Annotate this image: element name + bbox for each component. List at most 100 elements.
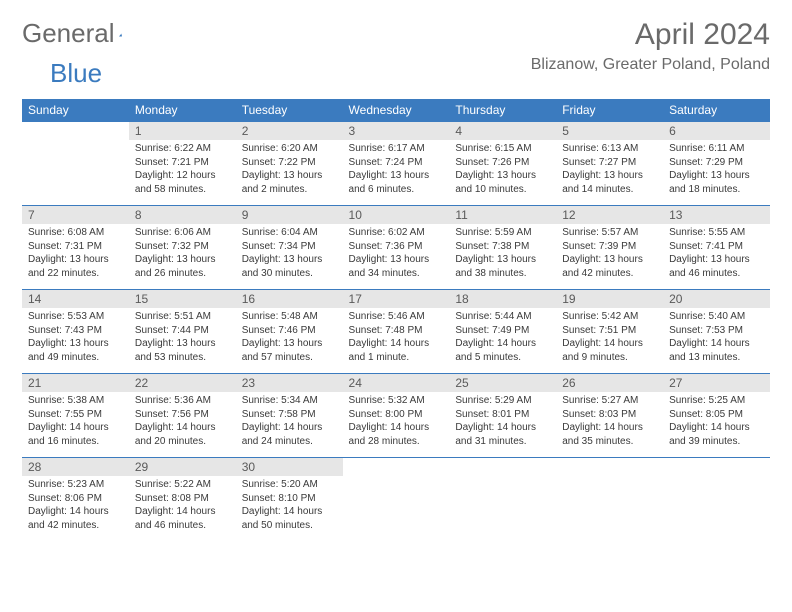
- day-cell: 8Sunrise: 6:06 AMSunset: 7:32 PMDaylight…: [129, 206, 236, 290]
- day-cell: 16Sunrise: 5:48 AMSunset: 7:46 PMDayligh…: [236, 290, 343, 374]
- day-content: Sunrise: 6:17 AMSunset: 7:24 PMDaylight:…: [343, 140, 450, 200]
- daylight-text: Daylight: 14 hours and 39 minutes.: [669, 421, 764, 448]
- daylight-text: Daylight: 13 hours and 30 minutes.: [242, 253, 337, 280]
- day-number: 28: [22, 458, 129, 476]
- sunset-text: Sunset: 7:39 PM: [562, 240, 657, 254]
- sunrise-text: Sunrise: 5:32 AM: [349, 394, 444, 408]
- day-number: 15: [129, 290, 236, 308]
- day-content: Sunrise: 5:32 AMSunset: 8:00 PMDaylight:…: [343, 392, 450, 452]
- week-row: 28Sunrise: 5:23 AMSunset: 8:06 PMDayligh…: [22, 458, 770, 542]
- sunrise-text: Sunrise: 5:51 AM: [135, 310, 230, 324]
- day-number: 19: [556, 290, 663, 308]
- daylight-text: Daylight: 12 hours and 58 minutes.: [135, 169, 230, 196]
- day-cell: 21Sunrise: 5:38 AMSunset: 7:55 PMDayligh…: [22, 374, 129, 458]
- dayname-wed: Wednesday: [343, 99, 450, 122]
- week-row: 21Sunrise: 5:38 AMSunset: 7:55 PMDayligh…: [22, 374, 770, 458]
- day-number: 4: [449, 122, 556, 140]
- sunrise-text: Sunrise: 5:34 AM: [242, 394, 337, 408]
- day-cell: 22Sunrise: 5:36 AMSunset: 7:56 PMDayligh…: [129, 374, 236, 458]
- day-number: 12: [556, 206, 663, 224]
- day-cell: 18Sunrise: 5:44 AMSunset: 7:49 PMDayligh…: [449, 290, 556, 374]
- sunset-text: Sunset: 7:55 PM: [28, 408, 123, 422]
- daylight-text: Daylight: 14 hours and 42 minutes.: [28, 505, 123, 532]
- sunset-text: Sunset: 7:38 PM: [455, 240, 550, 254]
- day-number: 30: [236, 458, 343, 476]
- day-content: Sunrise: 5:59 AMSunset: 7:38 PMDaylight:…: [449, 224, 556, 284]
- sunrise-text: Sunrise: 6:17 AM: [349, 142, 444, 156]
- day-cell: 10Sunrise: 6:02 AMSunset: 7:36 PMDayligh…: [343, 206, 450, 290]
- sunrise-text: Sunrise: 5:59 AM: [455, 226, 550, 240]
- day-cell: 23Sunrise: 5:34 AMSunset: 7:58 PMDayligh…: [236, 374, 343, 458]
- dayname-fri: Friday: [556, 99, 663, 122]
- sunrise-text: Sunrise: 6:20 AM: [242, 142, 337, 156]
- sunrise-text: Sunrise: 5:27 AM: [562, 394, 657, 408]
- day-number: 7: [22, 206, 129, 224]
- sunset-text: Sunset: 7:48 PM: [349, 324, 444, 338]
- daylight-text: Daylight: 14 hours and 5 minutes.: [455, 337, 550, 364]
- sunrise-text: Sunrise: 5:36 AM: [135, 394, 230, 408]
- sunset-text: Sunset: 7:53 PM: [669, 324, 764, 338]
- sunrise-text: Sunrise: 5:23 AM: [28, 478, 123, 492]
- day-number: 21: [22, 374, 129, 392]
- day-header-row: Sunday Monday Tuesday Wednesday Thursday…: [22, 99, 770, 122]
- daylight-text: Daylight: 13 hours and 2 minutes.: [242, 169, 337, 196]
- day-content: Sunrise: 5:23 AMSunset: 8:06 PMDaylight:…: [22, 476, 129, 536]
- location: Blizanow, Greater Poland, Poland: [531, 56, 770, 74]
- sunrise-text: Sunrise: 6:11 AM: [669, 142, 764, 156]
- title-block: April 2024 Blizanow, Greater Poland, Pol…: [531, 18, 770, 74]
- day-content: Sunrise: 5:25 AMSunset: 8:05 PMDaylight:…: [663, 392, 770, 452]
- sunset-text: Sunset: 7:36 PM: [349, 240, 444, 254]
- day-number: 10: [343, 206, 450, 224]
- daylight-text: Daylight: 13 hours and 18 minutes.: [669, 169, 764, 196]
- day-content: Sunrise: 5:44 AMSunset: 7:49 PMDaylight:…: [449, 308, 556, 368]
- sunset-text: Sunset: 7:26 PM: [455, 156, 550, 170]
- day-cell: 24Sunrise: 5:32 AMSunset: 8:00 PMDayligh…: [343, 374, 450, 458]
- daylight-text: Daylight: 13 hours and 26 minutes.: [135, 253, 230, 280]
- sunset-text: Sunset: 7:44 PM: [135, 324, 230, 338]
- day-cell: 5Sunrise: 6:13 AMSunset: 7:27 PMDaylight…: [556, 122, 663, 206]
- daylight-text: Daylight: 14 hours and 16 minutes.: [28, 421, 123, 448]
- day-cell: 3Sunrise: 6:17 AMSunset: 7:24 PMDaylight…: [343, 122, 450, 206]
- sunset-text: Sunset: 8:06 PM: [28, 492, 123, 506]
- sunrise-text: Sunrise: 5:29 AM: [455, 394, 550, 408]
- sunset-text: Sunset: 7:41 PM: [669, 240, 764, 254]
- day-cell: [556, 458, 663, 542]
- daylight-text: Daylight: 13 hours and 14 minutes.: [562, 169, 657, 196]
- day-cell: 13Sunrise: 5:55 AMSunset: 7:41 PMDayligh…: [663, 206, 770, 290]
- day-content: Sunrise: 6:15 AMSunset: 7:26 PMDaylight:…: [449, 140, 556, 200]
- month-title: April 2024: [531, 18, 770, 52]
- daylight-text: Daylight: 14 hours and 50 minutes.: [242, 505, 337, 532]
- day-cell: 28Sunrise: 5:23 AMSunset: 8:06 PMDayligh…: [22, 458, 129, 542]
- daylight-text: Daylight: 13 hours and 10 minutes.: [455, 169, 550, 196]
- sunset-text: Sunset: 7:56 PM: [135, 408, 230, 422]
- sunrise-text: Sunrise: 5:46 AM: [349, 310, 444, 324]
- day-cell: 17Sunrise: 5:46 AMSunset: 7:48 PMDayligh…: [343, 290, 450, 374]
- sunset-text: Sunset: 7:31 PM: [28, 240, 123, 254]
- sunset-text: Sunset: 7:24 PM: [349, 156, 444, 170]
- day-cell: 26Sunrise: 5:27 AMSunset: 8:03 PMDayligh…: [556, 374, 663, 458]
- day-number: 24: [343, 374, 450, 392]
- sunrise-text: Sunrise: 5:44 AM: [455, 310, 550, 324]
- logo-sail-icon: [119, 25, 122, 45]
- sunrise-text: Sunrise: 5:53 AM: [28, 310, 123, 324]
- sunset-text: Sunset: 7:27 PM: [562, 156, 657, 170]
- daylight-text: Daylight: 13 hours and 42 minutes.: [562, 253, 657, 280]
- daylight-text: Daylight: 14 hours and 46 minutes.: [135, 505, 230, 532]
- daylight-text: Daylight: 13 hours and 22 minutes.: [28, 253, 123, 280]
- sunrise-text: Sunrise: 6:22 AM: [135, 142, 230, 156]
- day-number: 23: [236, 374, 343, 392]
- day-cell: 25Sunrise: 5:29 AMSunset: 8:01 PMDayligh…: [449, 374, 556, 458]
- week-row: 1Sunrise: 6:22 AMSunset: 7:21 PMDaylight…: [22, 122, 770, 206]
- dayname-sat: Saturday: [663, 99, 770, 122]
- day-cell: [343, 458, 450, 542]
- day-number: 6: [663, 122, 770, 140]
- day-number: 11: [449, 206, 556, 224]
- daylight-text: Daylight: 13 hours and 49 minutes.: [28, 337, 123, 364]
- dayname-sun: Sunday: [22, 99, 129, 122]
- day-content: Sunrise: 5:46 AMSunset: 7:48 PMDaylight:…: [343, 308, 450, 368]
- day-content: Sunrise: 5:40 AMSunset: 7:53 PMDaylight:…: [663, 308, 770, 368]
- daylight-text: Daylight: 14 hours and 13 minutes.: [669, 337, 764, 364]
- day-content: Sunrise: 6:08 AMSunset: 7:31 PMDaylight:…: [22, 224, 129, 284]
- dayname-thu: Thursday: [449, 99, 556, 122]
- sunset-text: Sunset: 7:43 PM: [28, 324, 123, 338]
